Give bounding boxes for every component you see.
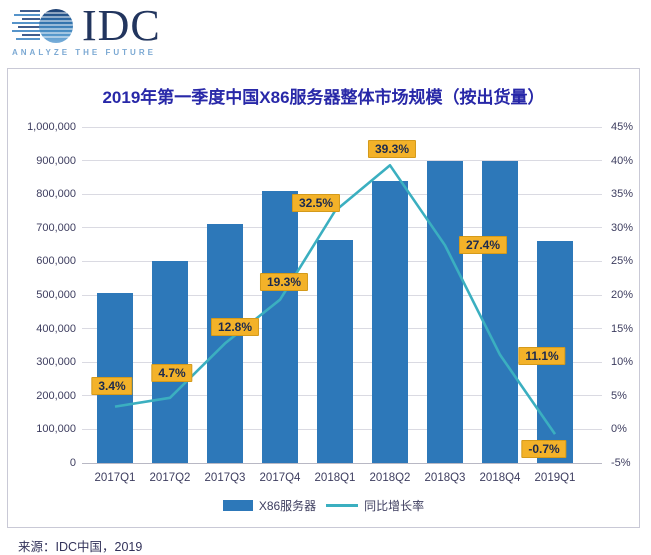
legend-item-bar: X86服务器: [222, 497, 317, 514]
idc-globe-icon: [12, 9, 73, 43]
legend-item-line: 同比增长率: [326, 497, 424, 514]
idc-logo-tagline: ANALYZE THE FUTURE: [12, 48, 156, 57]
idc-logo-row: IDC: [12, 1, 232, 50]
legend-line-swatch: [326, 504, 359, 507]
legend: X86服务器 同比增长率: [8, 497, 639, 514]
source-note: 来源：IDC中国，2019: [18, 540, 143, 554]
chart-title: 2019年第一季度中国X86服务器整体市场规模（按出货量）: [102, 88, 545, 107]
idc-logo: IDC ANALYZE THE FUTURE: [12, 1, 232, 62]
legend-line-label: 同比增长率: [364, 499, 425, 513]
chart-panel: 2019年第一季度中国X86服务器整体市场规模（按出货量） X86服务器 同比增…: [7, 68, 640, 528]
idc-logo-text: IDC: [82, 1, 161, 50]
legend-bar-swatch: [222, 500, 253, 511]
legend-bar-label: X86服务器: [258, 499, 317, 513]
speed-lines: [12, 10, 40, 40]
